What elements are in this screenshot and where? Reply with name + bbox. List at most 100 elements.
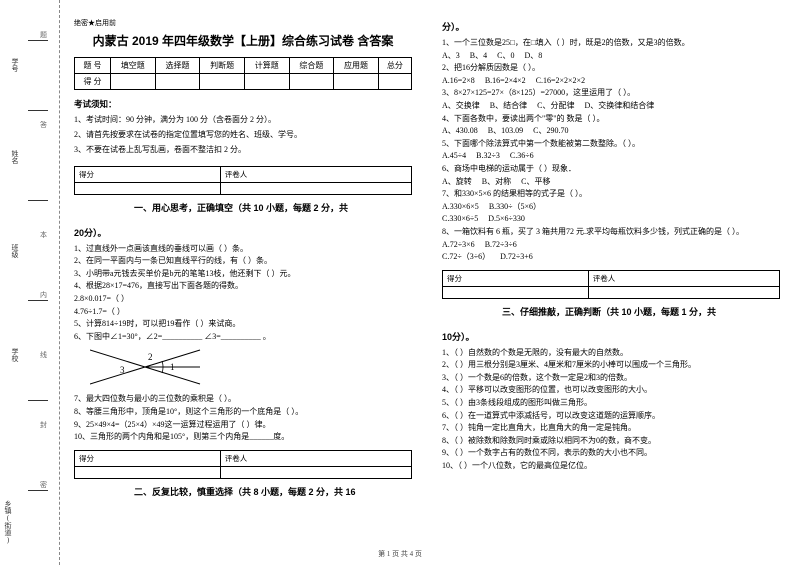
- score-header: 填空题: [111, 58, 156, 74]
- option: D、8: [524, 50, 542, 62]
- score-header: 应用题: [334, 58, 379, 74]
- binding-label-name: 姓名: [10, 150, 20, 164]
- option: B.330÷（5×6）: [489, 201, 541, 213]
- mini-score-cell: [443, 286, 589, 298]
- binding-field: [28, 200, 48, 201]
- options: A、430.08 B、103.09 C、290.70: [442, 125, 780, 137]
- option: B.72÷3÷6: [485, 239, 517, 251]
- section-3-title-b: 10分）。: [442, 330, 780, 343]
- svg-text:1: 1: [170, 362, 175, 372]
- question: 10、（ ）一个八位数，它的最高位是亿位。: [442, 460, 780, 472]
- binding-field: [28, 490, 48, 491]
- option: A、3: [442, 50, 460, 62]
- score-header: 题 号: [75, 58, 111, 74]
- question: 3、小明带a元钱去买单价是b元的笔笔13枝，他还剩下（ ）元。: [74, 268, 412, 280]
- question: 7、和330×5×6 的结果相等的式子是（ ）。: [442, 188, 780, 200]
- option: C、分配律: [537, 100, 574, 112]
- section-1-title: 一、用心思考，正确填空（共 10 小题，每题 2 分，共: [74, 201, 412, 214]
- option: A、旋转: [442, 176, 472, 188]
- instruction-item: 1、考试时间：90 分钟，满分为 100 分（含卷面分 2 分）。: [74, 114, 412, 125]
- option: A.45÷4: [442, 150, 466, 162]
- question: 9、（ ）一个数字占有的数位不同，表示的数的大小也不同。: [442, 447, 780, 459]
- options: A、3 B、4 C、0 D、8: [442, 50, 780, 62]
- question: 2、把16分解质因数是（ ）。: [442, 62, 780, 74]
- seal-char: 题: [40, 30, 47, 40]
- seal-char: 密: [40, 480, 47, 490]
- score-cell: [378, 74, 411, 90]
- options: A.16=2×8 B.16=2×4×2 C.16=2×2×2×2: [442, 75, 780, 87]
- seal-char: 答: [40, 120, 47, 130]
- question: 1、（ ）自然数的个数是无限的，没有最大的自然数。: [442, 347, 780, 359]
- mini-score-label: 评卷人: [220, 166, 411, 182]
- table-row: 题 号 填空题 选择题 判断题 计算题 综合题 应用题 总分: [75, 58, 412, 74]
- question: 4.76÷1.7=（ ）: [74, 306, 412, 318]
- mini-score-cell: [220, 466, 411, 478]
- mini-score-label: 评卷人: [588, 270, 779, 286]
- option: A.16=2×8: [442, 75, 475, 87]
- options: A.72÷3×6 B.72÷3÷6: [442, 239, 780, 251]
- score-cell: [244, 74, 289, 90]
- binding-field: [28, 40, 48, 41]
- mini-score-cell: [75, 182, 221, 194]
- score-cell: [155, 74, 200, 90]
- section-1-questions: 1、过直线外一点画该直线的垂线可以画（ ）条。 2、在同一平面内与一条已知直线平…: [74, 243, 412, 344]
- instructions: 考试须知： 1、考试时间：90 分钟，满分为 100 分（含卷面分 2 分）。 …: [74, 98, 412, 160]
- option: D、交换律和结合律: [584, 100, 654, 112]
- score-cell: [200, 74, 245, 90]
- svg-text:3: 3: [120, 365, 125, 375]
- score-table: 题 号 填空题 选择题 判断题 计算题 综合题 应用题 总分 得 分: [74, 57, 412, 90]
- section-2-title-b: 分）。: [442, 20, 780, 33]
- table-row: 得 分: [75, 74, 412, 90]
- instruction-item: 3、不要在试卷上乱写乱画，卷面不整洁扣 2 分。: [74, 144, 412, 155]
- option: B、对称: [482, 176, 511, 188]
- mini-score-table: 得分 评卷人: [442, 270, 780, 299]
- option: B.32÷3: [476, 150, 500, 162]
- question: 4、根据28×17=476，直接写出下面各题的得数。: [74, 280, 412, 292]
- option: A、交换律: [442, 100, 480, 112]
- mini-score-table: 得分 评卷人: [74, 166, 412, 195]
- right-column: 分）。 1、一个三位数是25□，在□填入（ ）时，既是2的倍数，又是3的倍数。 …: [442, 18, 780, 555]
- options: A、旋转 B、对称 C、平移: [442, 176, 780, 188]
- option: A、430.08: [442, 125, 478, 137]
- question: 7、最大四位数与最小的三位数的乘积是（ ）。: [74, 393, 412, 405]
- angle-diagram: 3 2 1: [90, 346, 210, 390]
- option: D.72÷3+6: [500, 251, 533, 263]
- question: 6、（ ）在一道算式中添减括号，可以改变这道题的运算顺序。: [442, 410, 780, 422]
- seal-char: 封: [40, 420, 47, 430]
- options: A.45÷4 B.32÷3 C.36÷6: [442, 150, 780, 162]
- option: B.16=2×4×2: [485, 75, 526, 87]
- score-header: 判断题: [200, 58, 245, 74]
- option: C、0: [497, 50, 514, 62]
- question: 8、（ ）被除数和除数同时乘或除以相同不为0的数，商不变。: [442, 435, 780, 447]
- svg-text:2: 2: [148, 352, 153, 362]
- option: C.72÷（3÷6）: [442, 251, 490, 263]
- option: A.330×6×5: [442, 201, 479, 213]
- question: 8、一箱饮料有 6 瓶，买了 3 箱共用72 元.求平均每瓶饮料多少钱，列式正确…: [442, 226, 780, 238]
- binding-field: [28, 300, 48, 301]
- page-footer: 第 1 页 共 4 页: [0, 549, 800, 559]
- question: 2、（ ）用三根分别是3厘米、4厘米和7厘米的小棒可以围成一个三角形。: [442, 359, 780, 371]
- instruction-item: 2、请首先按要求在试卷的指定位置填写您的姓名、班级、学号。: [74, 129, 412, 140]
- score-cell: [289, 74, 334, 90]
- content-area: 绝密★启用前 内蒙古 2019 年四年级数学【上册】综合练习试卷 含答案 题 号…: [60, 0, 800, 565]
- binding-label-class: 班级: [10, 244, 20, 258]
- exam-title: 内蒙古 2019 年四年级数学【上册】综合练习试卷 含答案: [74, 32, 412, 49]
- mini-score-cell: [588, 286, 779, 298]
- option: C.36÷6: [510, 150, 534, 162]
- question: 5、（ ）由3条线段组成的图形叫做三角形。: [442, 397, 780, 409]
- question: 2、在同一平面内与一条已知直线平行的线，有（ ）条。: [74, 255, 412, 267]
- options: C.72÷（3÷6） D.72÷3+6: [442, 251, 780, 263]
- instructions-title: 考试须知：: [74, 98, 412, 110]
- question: 10、三角形的两个内角和是105°，则第三个内角是______度。: [74, 431, 412, 443]
- score-cell: [334, 74, 379, 90]
- question: 5、下面哪个除法算式中第一个数能被第二数整除。（ ）。: [442, 138, 780, 150]
- question: 8、等腰三角形中，顶角是10°，则这个三角形的一个底角是（ ）。: [74, 406, 412, 418]
- binding-margin: 乡镇(街道) 学校 班级 姓名 学号 题 答 本 内 线 封 密: [0, 0, 60, 565]
- option: C、平移: [521, 176, 550, 188]
- binding-label-xiang: 乡镇(街道): [3, 500, 13, 544]
- section-2-title: 二、反复比较，慎重选择（共 8 小题，每题 2 分，共 16: [74, 485, 412, 498]
- mini-score-label: 得分: [75, 166, 221, 182]
- mini-score-label: 评卷人: [220, 450, 411, 466]
- options: C.330×6÷5 D.5×6÷330: [442, 213, 780, 225]
- seal-char: 线: [40, 350, 47, 360]
